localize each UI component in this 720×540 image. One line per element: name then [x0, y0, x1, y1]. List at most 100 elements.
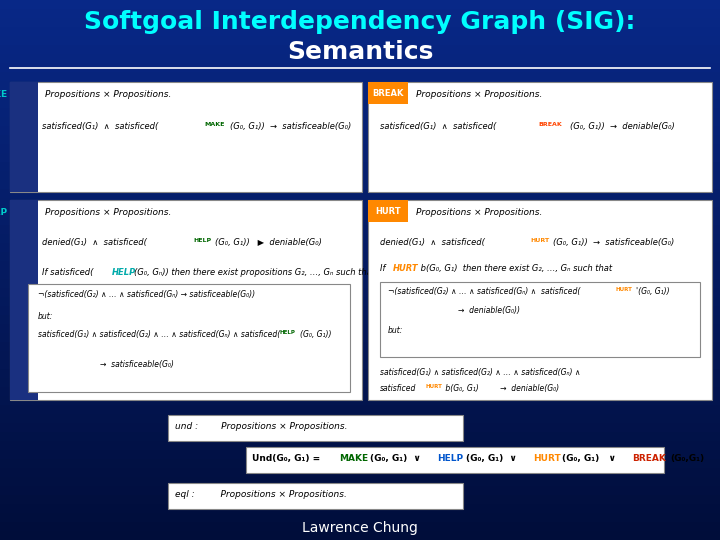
Bar	[0, 459, 720, 468]
FancyBboxPatch shape	[10, 200, 38, 400]
Text: (G₀, G₁)   ∨: (G₀, G₁) ∨	[562, 454, 622, 463]
Bar	[0, 405, 720, 414]
Bar	[0, 333, 720, 342]
Text: b(G₀, G₁)  then there exist G₂, …, Gₙ such that: b(G₀, G₁) then there exist G₂, …, Gₙ suc…	[418, 264, 612, 273]
Bar	[0, 513, 720, 522]
Bar	[0, 522, 720, 531]
Text: but:: but:	[388, 326, 403, 335]
FancyBboxPatch shape	[246, 447, 664, 473]
Text: Semantics: Semantics	[287, 40, 433, 64]
Text: If: If	[380, 264, 388, 273]
FancyBboxPatch shape	[10, 82, 362, 192]
Bar	[0, 135, 720, 144]
Bar	[0, 108, 720, 117]
Bar	[0, 360, 720, 369]
Text: HURT: HURT	[530, 238, 549, 243]
FancyBboxPatch shape	[168, 483, 463, 509]
Text: HURT: HURT	[616, 287, 633, 292]
Bar	[0, 477, 720, 486]
Bar	[0, 441, 720, 450]
Bar	[0, 153, 720, 162]
Text: Propositions × Propositions.: Propositions × Propositions.	[45, 208, 171, 217]
FancyBboxPatch shape	[10, 200, 362, 400]
Text: b(G₀, G₁)         →  deniable(G₀): b(G₀, G₁) → deniable(G₀)	[443, 384, 559, 393]
Bar	[0, 126, 720, 135]
Bar	[0, 189, 720, 198]
Text: und :        Propositions × Propositions.: und : Propositions × Propositions.	[175, 422, 348, 431]
Bar	[0, 9, 720, 18]
Text: Propositions × Propositions.: Propositions × Propositions.	[416, 208, 542, 217]
Bar	[0, 261, 720, 270]
Text: MAKE: MAKE	[339, 454, 368, 463]
Text: MAKE: MAKE	[204, 122, 225, 127]
Text: HELP: HELP	[280, 330, 296, 335]
Text: ¬(satisficed(G₂) ∧ … ∧ satisficed(Gₙ) ∧  satisficed(: ¬(satisficed(G₂) ∧ … ∧ satisficed(Gₙ) ∧ …	[388, 287, 580, 296]
Bar	[0, 27, 720, 36]
Bar	[0, 162, 720, 171]
Text: satisficed: satisficed	[380, 384, 416, 393]
Bar	[0, 225, 720, 234]
Bar	[0, 396, 720, 405]
Text: eql :         Propositions × Propositions.: eql : Propositions × Propositions.	[175, 490, 347, 499]
Bar	[0, 270, 720, 279]
Text: (G₀, G₁)  ∨: (G₀, G₁) ∨	[466, 454, 523, 463]
Text: HELP: HELP	[193, 238, 211, 243]
Text: satisficed(G₁)  ∧  satisficed(: satisficed(G₁) ∧ satisficed(	[380, 122, 496, 131]
Bar	[0, 99, 720, 108]
Bar	[0, 324, 720, 333]
Text: BREAK: BREAK	[372, 89, 404, 98]
Text: (G₀, G₁))  →  satisficeable(G₀): (G₀, G₁)) → satisficeable(G₀)	[230, 122, 351, 131]
Text: Und(G₀, G₁) =: Und(G₀, G₁) =	[252, 454, 323, 463]
Bar	[0, 54, 720, 63]
Text: (G₀,G₁): (G₀,G₁)	[670, 454, 704, 463]
Bar	[0, 423, 720, 432]
Text: (G₀, Gₙ)) then there exist propositions G₂, …, Gₙ such that: (G₀, Gₙ)) then there exist propositions …	[134, 268, 375, 277]
Bar	[0, 81, 720, 90]
Text: denied(G₁)  ∧  satisficed(: denied(G₁) ∧ satisficed(	[380, 238, 485, 247]
Bar	[0, 117, 720, 126]
Bar	[0, 243, 720, 252]
Bar	[0, 216, 720, 225]
Text: (G₀, G₁))  →  satisficeable(G₀): (G₀, G₁)) → satisficeable(G₀)	[553, 238, 674, 247]
Text: HURT: HURT	[425, 384, 442, 389]
FancyBboxPatch shape	[168, 415, 463, 441]
Bar	[0, 72, 720, 81]
Bar	[0, 450, 720, 459]
Text: satisficed(G₁)  ∧  satisficed(: satisficed(G₁) ∧ satisficed(	[42, 122, 158, 131]
Text: HELP: HELP	[437, 454, 463, 463]
Text: →  deniable(G₀)): → deniable(G₀))	[458, 306, 520, 315]
Text: HURT: HURT	[533, 454, 561, 463]
Bar	[0, 36, 720, 45]
Bar	[0, 288, 720, 297]
Text: '(G₀, G₁)): '(G₀, G₁))	[636, 287, 670, 296]
Text: BREAK: BREAK	[632, 454, 666, 463]
Text: Lawrence Chung: Lawrence Chung	[302, 521, 418, 535]
Bar	[0, 279, 720, 288]
Bar	[0, 369, 720, 378]
Bar	[0, 297, 720, 306]
Text: BREAK: BREAK	[538, 122, 562, 127]
FancyBboxPatch shape	[368, 82, 408, 104]
Text: (G₀, G₁))   ▶  deniable(G₀): (G₀, G₁)) ▶ deniable(G₀)	[215, 238, 322, 247]
FancyBboxPatch shape	[368, 82, 712, 192]
Text: If satisficed(: If satisficed(	[42, 268, 94, 277]
Bar	[0, 342, 720, 351]
Bar	[0, 18, 720, 27]
Text: (G₀, G₁)  ∨: (G₀, G₁) ∨	[370, 454, 427, 463]
Bar	[0, 207, 720, 216]
Text: MAKE: MAKE	[0, 90, 7, 99]
Text: (G₀, G₁)): (G₀, G₁))	[300, 330, 331, 339]
Bar	[0, 0, 720, 9]
Bar	[0, 468, 720, 477]
Bar	[0, 144, 720, 153]
Text: satisficed(G₁) ∧ satisficed(G₂) ∧ … ∧ satisficed(Gₙ) ∧ satisficed(: satisficed(G₁) ∧ satisficed(G₂) ∧ … ∧ sa…	[38, 330, 280, 339]
Bar	[0, 531, 720, 540]
FancyBboxPatch shape	[368, 200, 712, 400]
Bar	[0, 306, 720, 315]
Bar	[0, 315, 720, 324]
Bar	[0, 495, 720, 504]
Bar	[0, 504, 720, 513]
Bar	[0, 171, 720, 180]
FancyBboxPatch shape	[10, 82, 38, 192]
Bar	[0, 180, 720, 189]
